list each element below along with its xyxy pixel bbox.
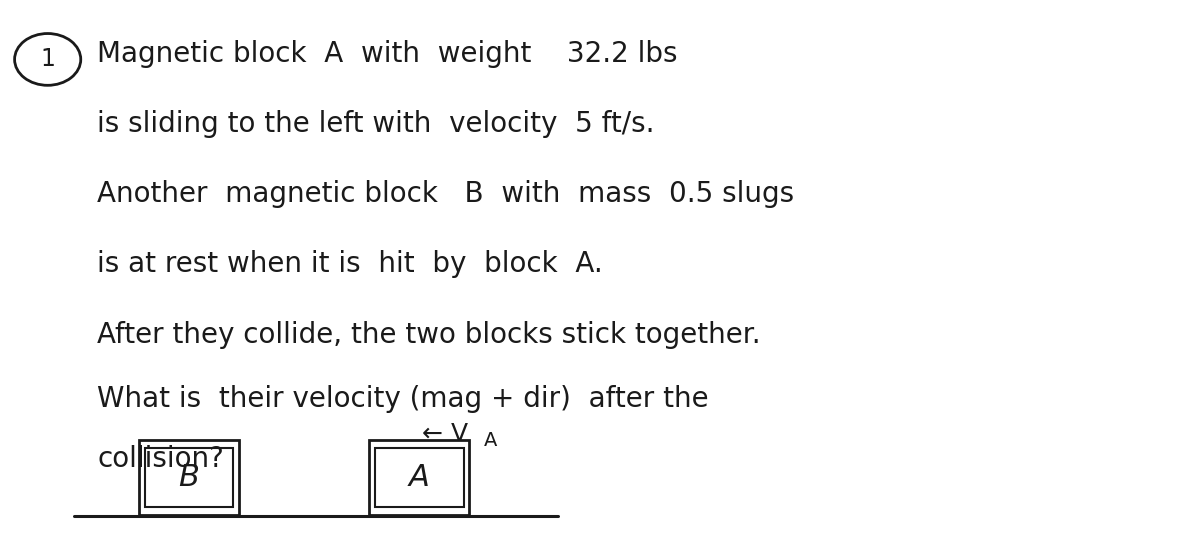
Text: Magnetic block  A  with  weight    32.2 lbs: Magnetic block A with weight 32.2 lbs [97, 40, 678, 68]
Text: collision?: collision? [97, 445, 224, 473]
Text: After they collide, the two blocks stick together.: After they collide, the two blocks stick… [97, 320, 761, 349]
Bar [139, 440, 239, 515]
Text: is sliding to the left with  velocity  5 ft/s.: is sliding to the left with velocity 5 f… [97, 110, 655, 138]
Text: A: A [483, 431, 497, 450]
Text: 1: 1 [40, 47, 55, 71]
Text: A: A [408, 463, 430, 492]
Text: ← V: ← V [423, 422, 469, 446]
Text: What is  their velocity (mag + dir)  after the: What is their velocity (mag + dir) after… [97, 385, 709, 413]
Text: is at rest when it is  hit  by  block  A.: is at rest when it is hit by block A. [97, 250, 603, 278]
Text: Another  magnetic block   B  with  mass  0.5 slugs: Another magnetic block B with mass 0.5 s… [97, 180, 794, 208]
Bar [375, 448, 464, 507]
Bar [369, 440, 469, 515]
Bar [145, 448, 233, 507]
Text: B: B [178, 463, 199, 492]
